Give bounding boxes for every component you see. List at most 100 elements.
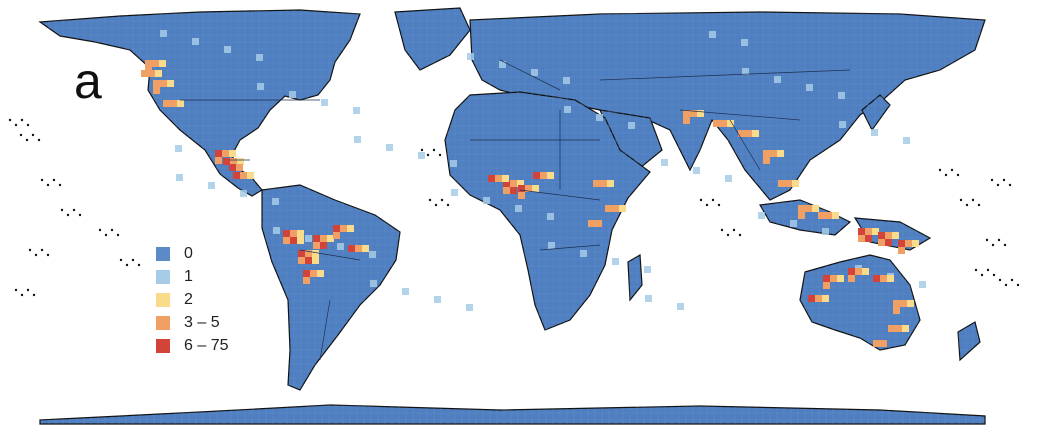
island-dot: [125, 263, 129, 267]
hotspot-cell: [233, 172, 240, 179]
island-dot: [711, 198, 715, 202]
panel-label: a: [74, 53, 102, 109]
hotspot-cells: [141, 30, 926, 347]
hotspot-cell: [177, 100, 184, 107]
cell-class-1: [774, 76, 781, 83]
hotspot-cell: [893, 300, 900, 307]
hotspot-cell: [355, 245, 362, 252]
cell-class-1: [839, 121, 846, 128]
hotspot-cell: [215, 150, 222, 157]
legend-swatch: [156, 315, 170, 330]
grid-cells: [958, 322, 980, 360]
legend: 0 1 2 3 – 5 6 – 75: [156, 242, 228, 357]
island-dot: [956, 173, 960, 177]
hotspot-cell: [229, 150, 236, 157]
cell-class-1: [369, 251, 376, 258]
hotspot-cell: [763, 157, 770, 164]
island-dot: [717, 203, 721, 207]
island-dot: [20, 293, 24, 297]
island-dot: [1008, 183, 1012, 187]
grid-cells: [40, 405, 985, 424]
island-dot: [992, 273, 996, 277]
island-dot: [37, 138, 41, 142]
island-dot: [119, 258, 123, 262]
cell-class-1: [693, 167, 700, 174]
island-dot: [19, 133, 23, 137]
hotspot-cell: [892, 232, 899, 239]
cell-class-1: [208, 182, 215, 189]
hotspot-cell: [223, 158, 230, 165]
cell-class-1: [580, 250, 587, 257]
cell-class-1: [871, 129, 878, 136]
cell-class-1: [224, 46, 231, 53]
hotspot-cell: [247, 172, 254, 179]
island-dot: [440, 198, 444, 202]
island-dot: [705, 203, 709, 207]
hotspot-cell: [887, 275, 894, 282]
island-dot: [1004, 283, 1008, 287]
hotspot-cell: [320, 242, 327, 249]
hotspot-cell: [745, 130, 752, 137]
island-dot: [26, 288, 30, 292]
island-dot: [58, 183, 62, 187]
island-dot: [60, 208, 64, 212]
hotspot-cell: [752, 130, 759, 137]
hotspot-cell: [141, 70, 148, 77]
island-dot: [438, 153, 442, 157]
island-dot: [428, 198, 432, 202]
cell-class-1: [709, 31, 716, 38]
hotspot-cell: [878, 232, 885, 239]
hotspot-cell: [145, 60, 152, 67]
hotspot-cell: [510, 180, 517, 187]
cell-class-1: [741, 39, 748, 46]
border-line: [729, 119, 761, 171]
hotspot-cell: [588, 220, 595, 227]
hotspot-cell: [510, 187, 517, 194]
hotspot-cell: [303, 270, 310, 277]
hotspot-cell: [878, 239, 885, 246]
island-dot: [32, 293, 36, 297]
island-dot: [985, 238, 989, 242]
island-dot: [738, 233, 742, 237]
hotspot-cell: [340, 225, 347, 232]
island-dot: [110, 228, 114, 232]
island-dot: [938, 168, 942, 172]
island-dot: [965, 203, 969, 207]
hotspot-cell: [525, 185, 532, 192]
hotspot-cell: [313, 242, 320, 249]
hotspot-cell: [805, 205, 812, 212]
cell-class-1: [596, 114, 603, 121]
hotspot-cell: [902, 325, 909, 332]
island-dot: [40, 248, 44, 252]
island-dot: [1003, 243, 1007, 247]
hotspot-cell: [170, 100, 177, 107]
grid-cells: [600, 110, 662, 168]
island-dot: [446, 203, 450, 207]
cell-class-1: [838, 92, 845, 99]
hotspot-cell: [873, 275, 880, 282]
hotspot-cell: [347, 225, 354, 232]
hotspot-cell: [612, 205, 619, 212]
legend-label: 0: [184, 244, 193, 262]
hotspot-cell: [880, 340, 887, 347]
hotspot-cell: [683, 110, 690, 117]
hotspot-cell: [912, 240, 919, 247]
hotspot-cell: [236, 164, 243, 171]
grid-cells: [628, 255, 642, 300]
hotspot-cell: [812, 205, 819, 212]
hotspot-cell: [808, 295, 815, 302]
cell-class-1: [919, 281, 926, 288]
hotspot-cell: [155, 70, 162, 77]
hotspot-cell: [317, 270, 324, 277]
island-dot: [1002, 178, 1006, 182]
hotspot-cell: [825, 212, 832, 219]
cell-class-1: [903, 137, 910, 144]
hotspot-cell: [240, 172, 247, 179]
legend-item: 1: [156, 265, 228, 288]
cell-class-1: [758, 212, 765, 219]
hotspot-cell: [895, 325, 902, 332]
island-dot: [998, 278, 1002, 282]
cell-class-1: [515, 205, 522, 212]
island-dot: [977, 203, 981, 207]
cell-class-1: [418, 152, 425, 159]
